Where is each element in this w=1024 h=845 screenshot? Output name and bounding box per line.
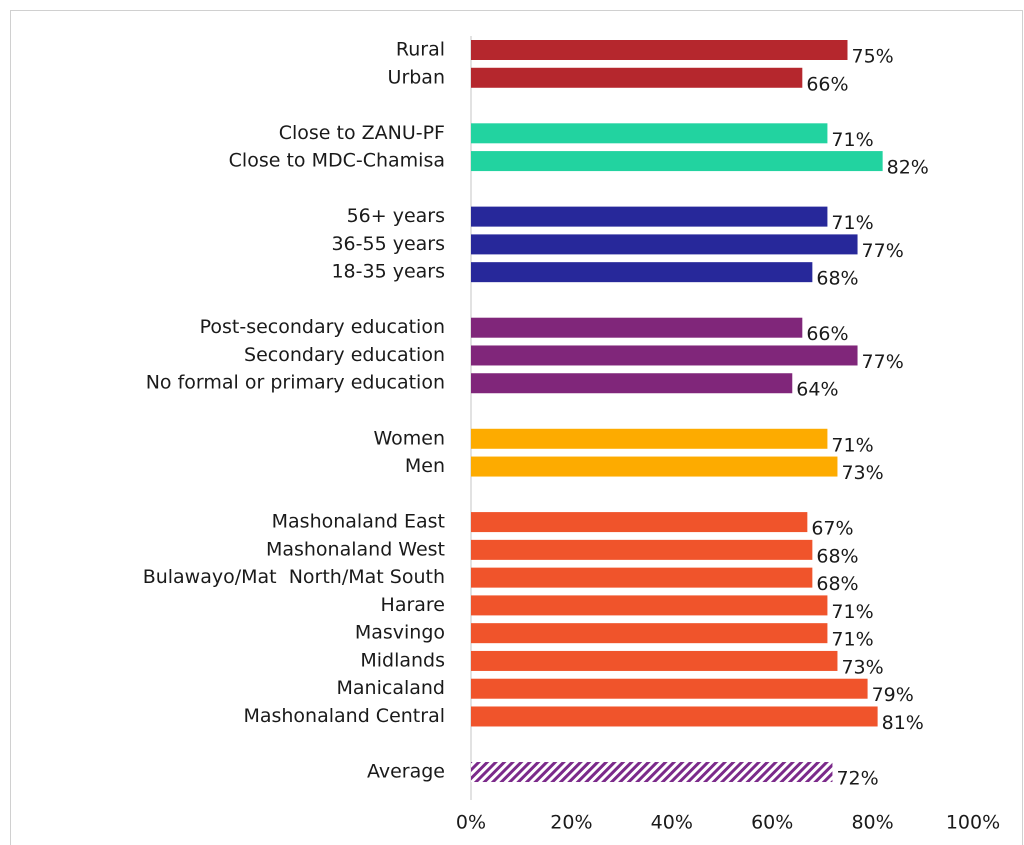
value-label: 75% [852, 46, 894, 68]
bar [471, 40, 848, 60]
bar [471, 317, 803, 338]
value-label: 81% [882, 712, 924, 734]
bar [471, 623, 828, 644]
y-tick-label: Harare [381, 594, 445, 616]
bar [471, 706, 878, 727]
bar [471, 206, 828, 227]
value-label: 79% [872, 684, 914, 706]
value-label: 71% [831, 129, 873, 151]
x-tick-label: 40% [651, 812, 693, 834]
value-label: 68% [816, 268, 858, 290]
bar [471, 650, 838, 671]
y-tick-label: Mashonaland East [272, 511, 445, 533]
bar [471, 762, 833, 783]
y-tick-label: Manicaland [337, 677, 445, 699]
y-tick-label: Secondary education [244, 344, 445, 366]
bar [471, 123, 828, 144]
bar [471, 539, 813, 560]
y-tick-label: 36-55 years [331, 233, 445, 255]
bar [471, 678, 868, 699]
value-label: 64% [796, 379, 838, 401]
value-label: 71% [831, 434, 873, 456]
bar [471, 234, 858, 255]
value-label: 82% [887, 157, 929, 179]
y-tick-label: Mashonaland West [266, 538, 445, 560]
value-label: 72% [836, 768, 878, 790]
y-tick-label: Women [373, 427, 445, 449]
bar [471, 67, 803, 88]
y-tick-label: Post-secondary education [200, 316, 445, 338]
y-tick-label: Rural [396, 39, 445, 61]
bar [471, 151, 883, 172]
y-tick-label: Men [405, 455, 445, 477]
value-label: 73% [841, 462, 883, 484]
bar [471, 456, 838, 477]
y-tick-label: Masvingo [355, 622, 445, 644]
value-label: 73% [841, 656, 883, 678]
frame [10, 10, 1023, 845]
bar [471, 345, 858, 366]
value-label: 68% [816, 573, 858, 595]
value-label: 68% [816, 545, 858, 567]
value-label: 66% [806, 323, 848, 345]
value-label: 67% [811, 518, 853, 540]
x-tick-label: 100% [946, 812, 1000, 834]
value-label: 77% [862, 351, 904, 373]
value-label: 77% [862, 240, 904, 262]
y-tick-label: Urban [388, 66, 445, 88]
bar [471, 428, 828, 449]
y-tick-label: Mashonaland Central [243, 705, 445, 727]
x-tick-label: 60% [751, 812, 793, 834]
bar [471, 567, 813, 588]
x-tick-label: 0% [456, 812, 486, 834]
bar [471, 595, 828, 616]
value-label: 66% [806, 73, 848, 95]
y-tick-label: Midlands [360, 649, 445, 671]
value-label: 71% [831, 601, 873, 623]
y-tick-label: No formal or primary education [146, 372, 445, 394]
value-label: 71% [831, 629, 873, 651]
y-tick-label: Bulawayo/Mat North/Mat South [143, 566, 445, 588]
bar [471, 262, 813, 283]
y-tick-label: Average [367, 761, 445, 783]
y-tick-label: Close to MDC-Chamisa [229, 150, 445, 172]
y-tick-label: 18-35 years [331, 261, 445, 283]
x-tick-label: 80% [851, 812, 893, 834]
bar [471, 373, 793, 394]
value-label: 71% [831, 212, 873, 234]
x-tick-label: 20% [550, 812, 592, 834]
y-tick-label: 56+ years [347, 205, 445, 227]
y-tick-label: Close to ZANU-PF [279, 122, 445, 144]
bar [471, 512, 808, 533]
